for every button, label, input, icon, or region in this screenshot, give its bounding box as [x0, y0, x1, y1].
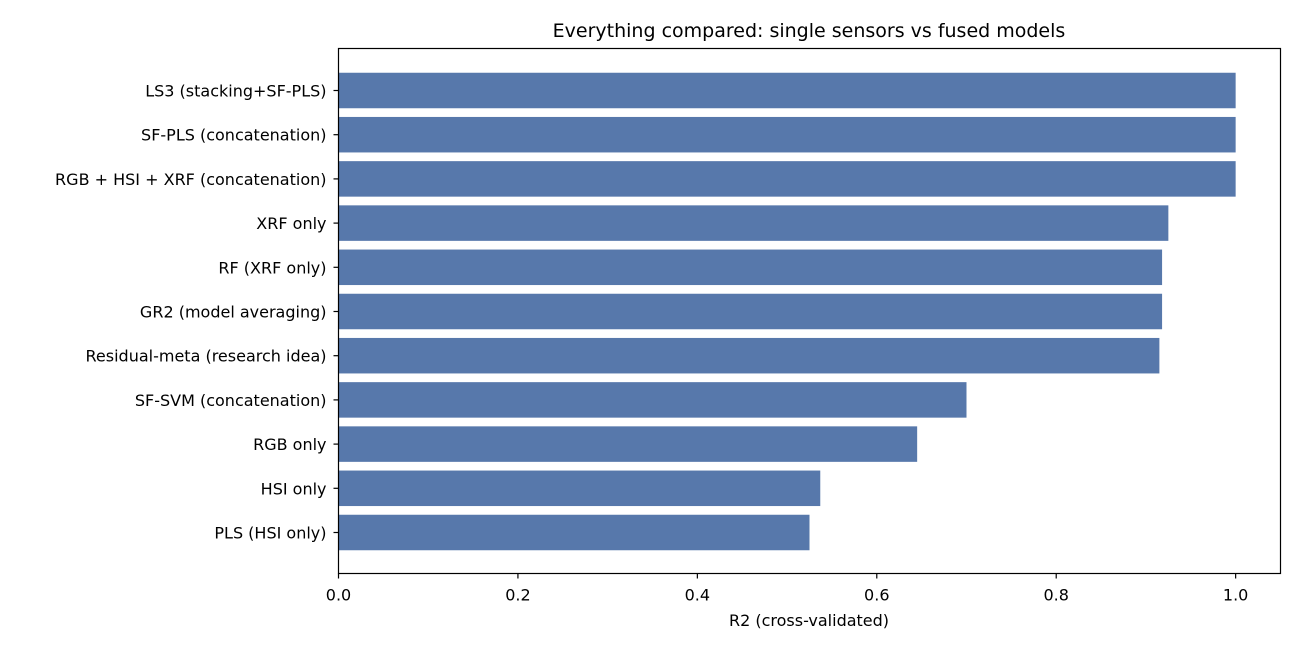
x-tick-label: 0.6 [864, 586, 889, 605]
category-label: PLS (HSI only) [214, 524, 326, 543]
bar [338, 249, 1163, 286]
category-label: SF-SVM (concatenation) [135, 391, 327, 410]
category-label: RGB + HSI + XRF (concatenation) [55, 170, 326, 189]
category-label: LS3 (stacking+SF-PLS) [145, 82, 326, 101]
bar [338, 337, 1160, 374]
bar [338, 382, 967, 418]
bar [338, 426, 918, 462]
category-label: Residual-meta (research idea) [86, 347, 327, 366]
x-tick-label: 1.0 [1223, 586, 1248, 605]
bar [338, 514, 810, 551]
bar [338, 205, 1169, 241]
bar [338, 161, 1236, 197]
bar [338, 293, 1163, 330]
bars-group [338, 72, 1236, 551]
bar [338, 116, 1236, 153]
category-label: GR2 (model averaging) [140, 303, 327, 322]
x-tick-label: 0.8 [1043, 586, 1068, 605]
category-label: HSI only [261, 479, 327, 498]
x-tick-label: 0.4 [685, 586, 710, 605]
category-label: RF (XRF only) [218, 258, 326, 277]
bar [338, 72, 1236, 109]
category-label: RGB only [253, 435, 326, 454]
chart-title: Everything compared: single sensors vs f… [553, 20, 1066, 42]
x-tick-label: 0.2 [505, 586, 530, 605]
x-tick-label: 0.0 [326, 586, 351, 605]
category-label: SF-PLS (concatenation) [141, 126, 326, 145]
plot-frame [337, 47, 1282, 575]
category-label: XRF only [256, 214, 326, 233]
x-axis-ticks: 0.0 0.2 0.4 0.6 0.8 1.0 [326, 573, 1248, 605]
category-labels: LS3 (stacking+SF-PLS) SF-PLS (concatenati… [55, 82, 339, 543]
x-axis-label: R2 (cross-validated) [729, 611, 889, 630]
bar [338, 470, 821, 507]
